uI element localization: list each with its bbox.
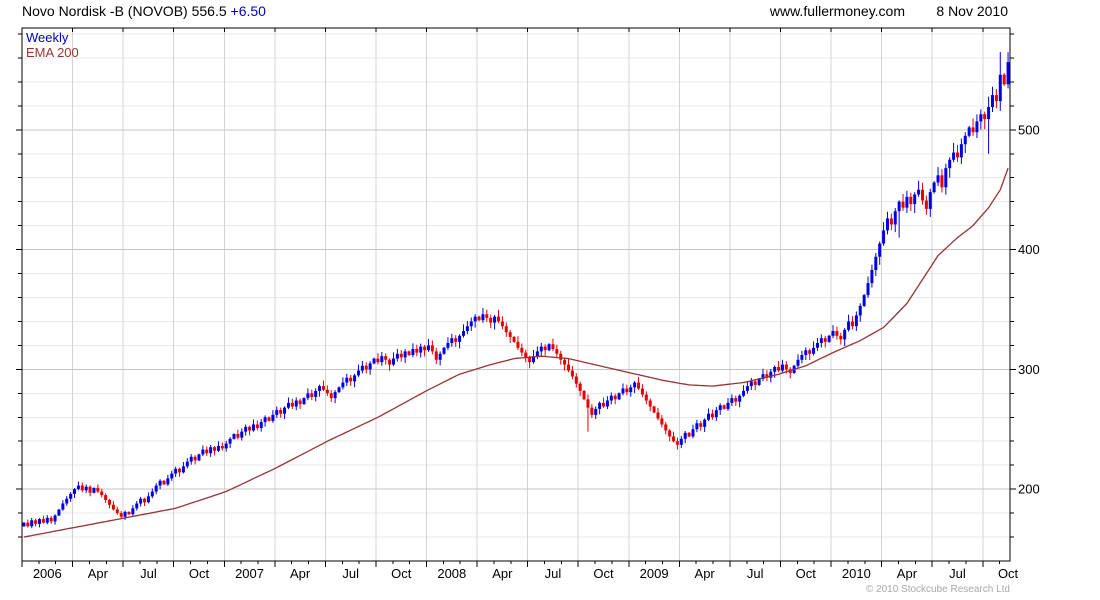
x-axis-label: Jul bbox=[545, 566, 562, 581]
candlesticks bbox=[22, 51, 1010, 529]
x-axis-label: Oct bbox=[998, 566, 1019, 581]
x-axis-label: 2008 bbox=[437, 566, 466, 581]
chart-date: 8 Nov 2010 bbox=[936, 3, 1008, 19]
gridlines bbox=[21, 28, 1010, 561]
plot-border bbox=[21, 27, 1011, 562]
x-axis-label: Oct bbox=[391, 566, 412, 581]
x-axis-label: Apr bbox=[897, 566, 918, 581]
x-axis-label: Apr bbox=[88, 566, 109, 581]
x-axis-label: 2007 bbox=[235, 566, 264, 581]
legend-ema-200: EMA 200 bbox=[26, 45, 79, 60]
instrument-and-price: Novo Nordisk -B (NOVOB) 556.5 bbox=[22, 3, 227, 19]
x-axis-label: Apr bbox=[695, 566, 716, 581]
x-axis-label: 2010 bbox=[842, 566, 871, 581]
website-link[interactable]: www.fullermoney.com bbox=[769, 3, 905, 19]
x-axis-label: Jul bbox=[949, 566, 966, 581]
x-axis-label: Jul bbox=[747, 566, 764, 581]
x-axis-label: Oct bbox=[796, 566, 817, 581]
x-axis-label: Jul bbox=[342, 566, 359, 581]
copyright-notice: © 2010 Stockcube Research Ltd bbox=[865, 584, 1010, 595]
axis-ticks bbox=[16, 28, 1016, 567]
x-axis-label: Jul bbox=[140, 566, 157, 581]
x-axis-label: Apr bbox=[290, 566, 311, 581]
y-axis-label: 300 bbox=[1018, 362, 1040, 377]
x-axis-label: Oct bbox=[593, 566, 614, 581]
y-axis-label: 500 bbox=[1018, 122, 1040, 137]
y-axis-label: 200 bbox=[1018, 482, 1040, 497]
chart-title: Novo Nordisk -B (NOVOB) 556.5 +6.50 bbox=[22, 3, 266, 19]
x-axis-label: Apr bbox=[492, 566, 513, 581]
x-axis-label: Oct bbox=[189, 566, 210, 581]
x-axis-label: 2009 bbox=[640, 566, 669, 581]
y-axis-label: 400 bbox=[1018, 242, 1040, 257]
price-change: +6.50 bbox=[230, 3, 266, 19]
x-axis-label: 2006 bbox=[33, 566, 62, 581]
legend-timeframe: Weekly bbox=[26, 30, 69, 45]
ema-200-line bbox=[23, 167, 1009, 538]
